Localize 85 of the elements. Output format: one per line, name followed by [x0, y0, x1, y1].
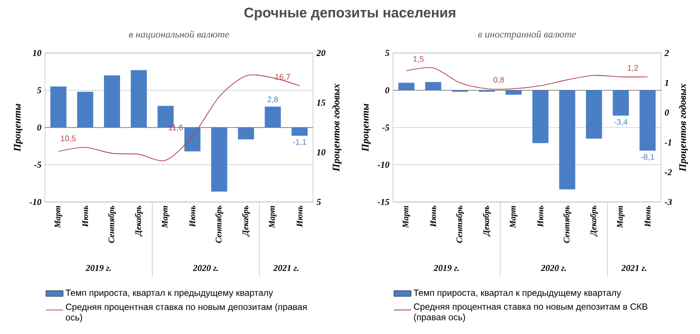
data-label: 0,8 [494, 76, 504, 84]
x-tick-label: Июнь [296, 206, 302, 227]
text: Срочные депозиты населения [244, 8, 456, 20]
data-label: 16,7 [275, 74, 290, 81]
y2-tick-label: -1 [664, 139, 672, 146]
y2-tick-label: 15 [316, 100, 326, 106]
line-series [406, 67, 648, 90]
y2-tick-label: 5 [316, 199, 321, 205]
y-tick-label: -5 [382, 124, 390, 130]
x-tick-label: Июнь [82, 206, 88, 227]
y2-tick-label: 0 [664, 110, 669, 116]
y-tick-label: -10 [378, 162, 390, 168]
legend-label: Темп прироста, квартал к предыдущему кварталу [66, 290, 274, 298]
y-axis-title: Проценты [362, 104, 371, 152]
bar [532, 90, 548, 144]
data-label: -8,1 [641, 154, 654, 161]
x-tick-label: Июнь [538, 206, 544, 227]
x-tick-label: Декабрь [134, 206, 143, 236]
x-tick-label: Июнь [430, 206, 436, 227]
bar [612, 90, 629, 116]
text: 2021 г. [621, 264, 646, 272]
data-label: 10,5 [61, 136, 76, 142]
y2-axis-title: Процентов годовых [332, 84, 342, 172]
y-tick-label: 5 [37, 87, 42, 94]
bar [50, 86, 66, 128]
text: 2019 г. [86, 264, 111, 272]
bar [184, 127, 200, 152]
data-label: -3,4 [614, 119, 628, 126]
legend-label: Средняя процентная ставка по новым депозитам (правая ось) [66, 303, 307, 322]
x-tick-label: Март [162, 206, 170, 228]
legend-label: Темп прироста, квартал к предыдущему кварталу [414, 290, 622, 298]
bar [238, 127, 254, 140]
y2-tick-label: -2 [664, 169, 672, 176]
bar [425, 82, 442, 90]
x-tick-label: Декабрь [590, 206, 598, 236]
data-label: 11,6 [168, 124, 183, 132]
data-label: -1,1 [293, 139, 306, 146]
text: 2020 г. [192, 264, 218, 272]
y-tick-label: -10 [30, 198, 42, 206]
x-tick-label: Декабрь [242, 206, 250, 236]
x-tick-label: Март [54, 206, 62, 228]
bar [264, 106, 281, 128]
bar [130, 70, 147, 128]
x-tick-label: Сентябрь [108, 206, 116, 243]
x-tick-label: Сентябрь [563, 206, 572, 243]
chart-subtitle: в иностранной валюте [478, 30, 576, 40]
data-label: 1,5 [413, 56, 424, 63]
bar [559, 90, 576, 190]
legend-label: Средняя процентная ставка по новым депозитам в СКВ (правая ось) [414, 303, 648, 322]
bar [586, 90, 602, 139]
x-tick-label: Март [269, 206, 276, 228]
y2-tick-label: 10 [316, 149, 326, 156]
y2-tick-label: -3 [664, 198, 672, 206]
x-tick-label: Март [617, 206, 624, 228]
bar [398, 82, 414, 90]
y-tick-label: 0 [37, 124, 42, 131]
x-tick-label: Март [510, 206, 518, 228]
bar [104, 75, 120, 128]
data-label: 1,2 [628, 65, 638, 72]
y2-tick-label: 1 [664, 80, 668, 86]
data-label: 2,8 [268, 96, 278, 104]
y2-axis-title: Процентов годовых [678, 84, 688, 172]
bar [506, 90, 522, 95]
y-tick-label: -15 [378, 198, 390, 206]
y2-tick-label: 2 [664, 50, 669, 56]
chart-subtitle: в национальной валюте [129, 30, 230, 40]
y2-tick-label: 20 [316, 50, 326, 56]
text: 2020 г. [540, 264, 566, 272]
y-tick-label: -5 [34, 162, 42, 168]
x-tick-label: Июнь [190, 206, 196, 227]
y-tick-label: 0 [385, 87, 390, 94]
x-tick-label: Июнь [644, 206, 650, 227]
y-tick-label: 5 [385, 50, 390, 56]
x-tick-label: Сентябрь [215, 206, 224, 243]
bar [77, 92, 94, 128]
x-tick-label: Сентябрь [456, 206, 464, 243]
y-tick-label: 10 [32, 50, 42, 56]
x-tick-label: Декабрь [482, 206, 491, 236]
bar [292, 127, 308, 136]
x-tick-label: Март [402, 206, 410, 228]
bar [640, 90, 656, 151]
bar [211, 127, 228, 192]
text: 2019 г. [434, 264, 459, 272]
text: 2021 г. [273, 264, 298, 272]
y-axis-title: Проценты [14, 104, 23, 152]
